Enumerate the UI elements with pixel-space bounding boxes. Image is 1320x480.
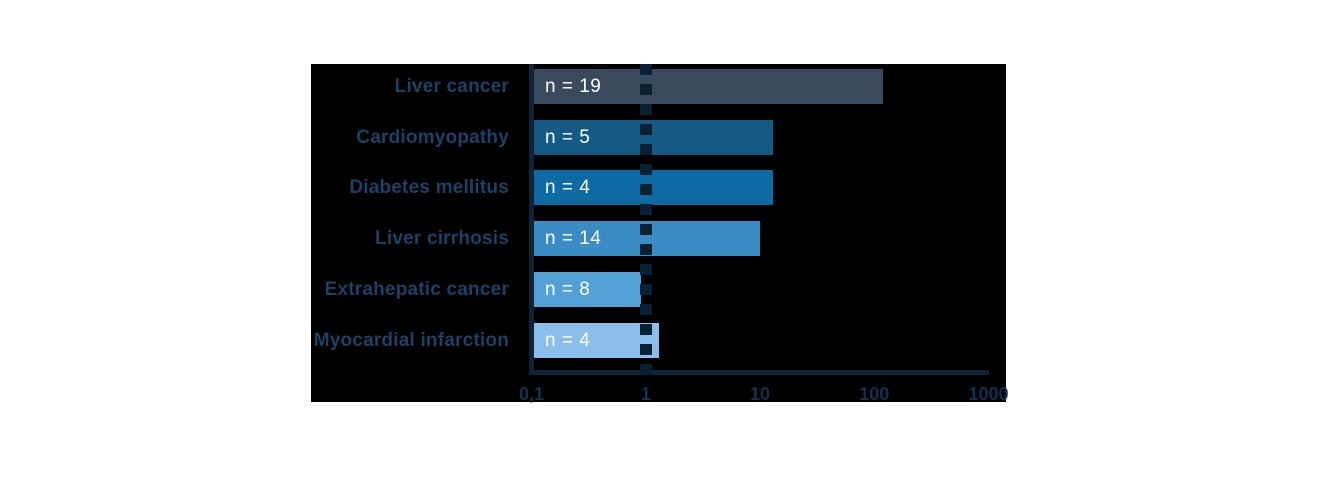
bar-count-label: n = 19 [545,76,602,97]
category-label: Liver cancer [394,76,509,97]
bar-count-label: n = 14 [545,228,602,250]
x-tick-label: 1000 [968,384,1009,404]
y-axis-line [529,64,534,375]
bar-row: Myocardial infarction n = 4 [311,322,1006,358]
bar-row: Diabetes mellitus n = 4 [311,170,1006,206]
reference-line-x1 [639,64,652,375]
bar-count-label: n = 8 [545,278,591,300]
x-tick-label: 10 [749,384,771,404]
category-label: Myocardial infarction [313,329,509,351]
x-axis-line [529,370,989,375]
category-label: Extrahepatic cancer [324,278,509,300]
bar-row: Liver cirrhosis n = 14 [311,221,1006,257]
bar-row: Liver cancer n = 19 [311,69,1006,104]
category-label: Diabetes mellitus [349,177,509,199]
bar-count-label: n = 4 [545,177,591,199]
category-label: Liver cirrhosis [375,228,509,250]
bar [534,322,659,358]
bar-row: Cardiomyopathy n = 5 [311,119,1006,155]
category-label: Cardiomyopathy [356,126,509,148]
x-tick-label: 1 [640,384,651,404]
bar-row: Extrahepatic cancer n = 8 [311,271,1006,307]
x-tick-label: 0,1 [518,384,545,404]
bar-count-label: n = 5 [545,126,591,148]
bar [534,119,774,155]
chart-panel: Liver cancer n = 19 Cardiomyopathy n = 5 Dia… [311,64,1009,404]
bar [534,271,641,307]
bar-count-label: n = 4 [545,329,591,351]
bar [534,69,884,104]
x-tick-label: 100 [859,384,890,404]
bar [534,170,774,206]
